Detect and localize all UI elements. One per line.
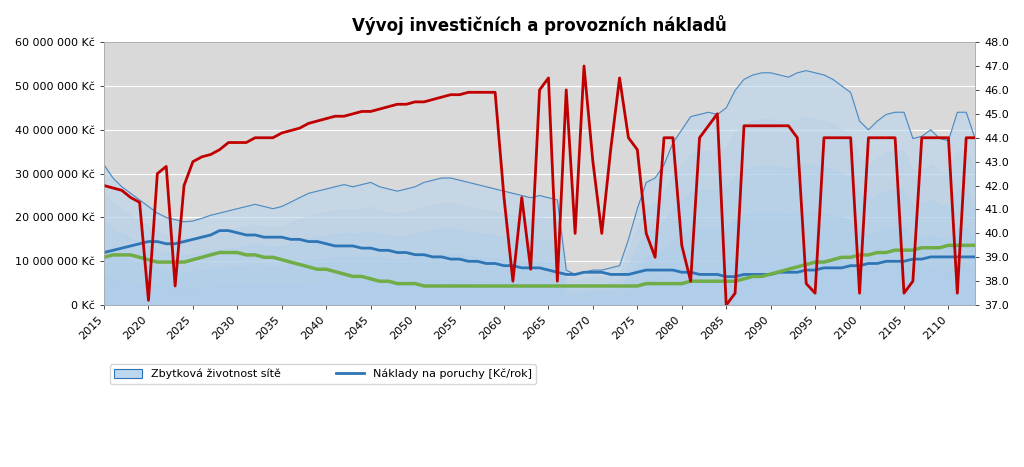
Náklady na poruchy [Kč/rok] xyxy=(969,254,981,260)
Náklady na poruchy [Kč/rok] xyxy=(374,248,386,253)
Náklady na poruchy [Kč/rok] xyxy=(720,274,732,279)
Title: Vývoj investičních a provozních nákladů: Vývoj investičních a provozních nákladů xyxy=(352,15,727,35)
Náklady na poruchy [Kč/rok] xyxy=(311,239,324,244)
Náklady na poruchy [Kč/rok] xyxy=(543,267,555,273)
Náklady na poruchy [Kč/rok] xyxy=(213,228,225,234)
Náklady na poruchy [Kč/rok] xyxy=(569,272,582,277)
Legend: Zbytková životnost sítě, Náklady na poruchy [Kč/rok]: Zbytková životnost sítě, Náklady na poru… xyxy=(110,364,537,384)
Náklady na poruchy [Kč/rok] xyxy=(800,267,812,273)
Náklady na poruchy [Kč/rok] xyxy=(98,250,111,255)
Line: Náklady na poruchy [Kč/rok]: Náklady na poruchy [Kč/rok] xyxy=(104,231,975,276)
Náklady na poruchy [Kč/rok] xyxy=(338,243,350,249)
